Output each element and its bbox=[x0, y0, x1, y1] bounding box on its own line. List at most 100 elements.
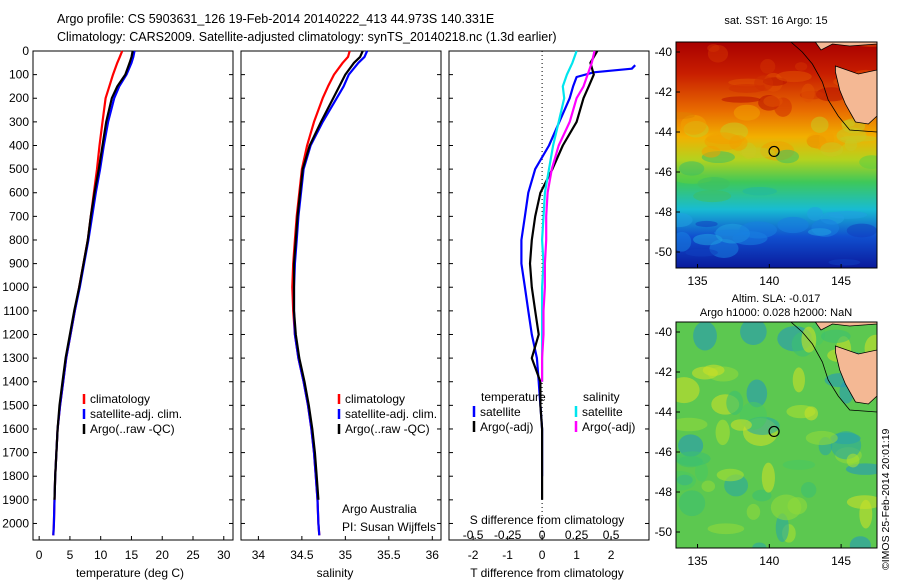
sla-texture-patch bbox=[792, 367, 805, 393]
sla-map-subtitle: Argo h1000: 0.028 h2000: NaN bbox=[700, 307, 852, 319]
map-x-tick-label: 140 bbox=[759, 554, 779, 568]
y-tick-label: 1200 bbox=[2, 327, 29, 341]
y-tick-label: 1000 bbox=[2, 280, 29, 294]
sst-texture-patch bbox=[763, 95, 783, 107]
salinity-legend: climatology satellite-adj. clim. Argo(..… bbox=[337, 392, 437, 436]
plot-title-line-2: Climatology: CARS2009. Satellite-adjuste… bbox=[57, 30, 557, 44]
legend-label: satellite-adj. clim. bbox=[345, 407, 437, 421]
sst-texture-patch bbox=[775, 149, 800, 164]
isobath-line bbox=[790, 322, 877, 413]
sla-texture-patch bbox=[694, 461, 709, 482]
tasmania-landmass bbox=[835, 65, 877, 125]
sst-texture-patch bbox=[807, 228, 832, 236]
legend-label: Argo(-adj) bbox=[582, 420, 635, 434]
argo-position-marker bbox=[768, 145, 780, 158]
legend-label: Argo(..raw -QC) bbox=[90, 422, 175, 436]
sla-texture-patch bbox=[701, 480, 716, 492]
legend-title: temperature bbox=[481, 390, 546, 404]
y-tick-label: 1400 bbox=[2, 375, 29, 389]
sst-texture-patch bbox=[676, 231, 692, 252]
annotation-line-1: Argo Australia bbox=[342, 502, 417, 516]
sla-texture-patch bbox=[726, 390, 744, 415]
sst-texture-patch bbox=[713, 229, 750, 236]
plot-title-line-1: Argo profile: CS 5903631_126 19-Feb-2014… bbox=[57, 12, 495, 26]
sst-texture-patch bbox=[707, 44, 720, 53]
plot-frame bbox=[448, 50, 650, 541]
x-tick-label: 0 bbox=[539, 548, 546, 562]
series-line-salinity-argo-adj bbox=[540, 50, 596, 382]
difference-legend-temperature: temperature satellite Argo(-adj) bbox=[472, 390, 546, 434]
y-tick-label: 700 bbox=[9, 209, 29, 223]
map-y-tick-label: -42 bbox=[655, 85, 673, 99]
map-y-tick-label: -46 bbox=[655, 165, 673, 179]
map-y-tick-label: -50 bbox=[655, 525, 673, 539]
series-line-salinity-satellite bbox=[540, 50, 578, 382]
map-frame bbox=[675, 321, 878, 549]
legend-label: climatology bbox=[345, 392, 405, 406]
sla-texture-patch bbox=[716, 468, 744, 482]
argo-position-marker bbox=[768, 425, 780, 438]
x-tick-label: 15 bbox=[125, 548, 139, 562]
sla-map: 135 140 145 -40 -42 -44 -46 -48 -50 bbox=[655, 321, 878, 568]
map-y-tick-label: -40 bbox=[655, 325, 673, 339]
sst-texture-patch bbox=[680, 114, 707, 135]
sst-texture-patch bbox=[859, 155, 877, 169]
sla-texture-patch bbox=[820, 329, 851, 344]
sla-texture-patch bbox=[740, 322, 767, 346]
sst-texture-patch bbox=[695, 220, 718, 228]
plot-frame bbox=[240, 50, 442, 541]
temperature-legend: climatology satellite-adj. clim. Argo(..… bbox=[82, 392, 182, 436]
sla-texture-patch bbox=[800, 482, 817, 498]
y-tick-label: 500 bbox=[9, 162, 29, 176]
difference-s-x-axis-label: S difference from climatology bbox=[470, 513, 625, 527]
map-x-tick-label: 145 bbox=[831, 554, 851, 568]
map-y-tick-label: -40 bbox=[655, 45, 673, 59]
sla-texture-patch bbox=[761, 462, 775, 493]
x-tick-label: -2 bbox=[468, 548, 479, 562]
sst-texture-patch bbox=[739, 221, 777, 239]
x-tick-label: 5 bbox=[67, 548, 74, 562]
difference-legend-salinity: salinity satellite Argo(-adj) bbox=[574, 390, 635, 434]
sst-texture-patch bbox=[846, 223, 877, 238]
x-tick-label: 36 bbox=[426, 548, 440, 562]
map-y-tick-label: -48 bbox=[655, 205, 673, 219]
map-x-tick-label: 140 bbox=[759, 274, 779, 288]
sst-map-field bbox=[676, 42, 877, 268]
sla-texture-patch bbox=[846, 453, 860, 468]
map-y-tick-label: -50 bbox=[655, 245, 673, 259]
x-tick-label: 25 bbox=[186, 548, 200, 562]
x-tick-label: 35 bbox=[339, 548, 353, 562]
x-tick-label: -1 bbox=[502, 548, 513, 562]
legend-label: Argo(-adj) bbox=[480, 420, 533, 434]
sst-texture-patch bbox=[810, 116, 829, 133]
y-tick-label: 200 bbox=[9, 91, 29, 105]
sst-texture-patch bbox=[806, 206, 824, 221]
sst-texture-patch bbox=[704, 132, 742, 151]
sst-texture-patch bbox=[828, 210, 868, 219]
salinity-x-axis-label: salinity bbox=[317, 566, 354, 580]
map-y-tick-label: -48 bbox=[655, 485, 673, 499]
y-tick-label: 300 bbox=[9, 115, 29, 129]
sst-texture-patch bbox=[801, 83, 815, 103]
sla-texture-patch bbox=[830, 431, 862, 460]
sst-texture-patch bbox=[739, 147, 776, 158]
map-x-tick-label: 145 bbox=[831, 274, 851, 288]
legend-label: satellite-adj. clim. bbox=[90, 407, 182, 421]
sst-texture-patch bbox=[693, 233, 723, 246]
map-y-tick-label: -42 bbox=[655, 365, 673, 379]
sla-texture-patch bbox=[676, 470, 696, 491]
series-line-climatology bbox=[52, 50, 124, 536]
sla-texture-patch bbox=[676, 377, 700, 404]
y-tick-label: 0 bbox=[22, 44, 29, 58]
sla-texture-patch bbox=[746, 503, 761, 520]
series-line-argo-raw-qc bbox=[292, 50, 364, 500]
temperature-x-axis-label: temperature (deg C) bbox=[76, 566, 184, 580]
y-tick-label: 900 bbox=[9, 257, 29, 271]
legend-title: salinity bbox=[583, 390, 620, 404]
x-tick-label: 35.5 bbox=[377, 548, 401, 562]
x-tick-label: 1 bbox=[573, 548, 580, 562]
sst-texture-patch bbox=[733, 104, 761, 121]
sst-texture-patch bbox=[701, 145, 721, 158]
x-tick-label-salinity: -0.25 bbox=[494, 528, 522, 542]
